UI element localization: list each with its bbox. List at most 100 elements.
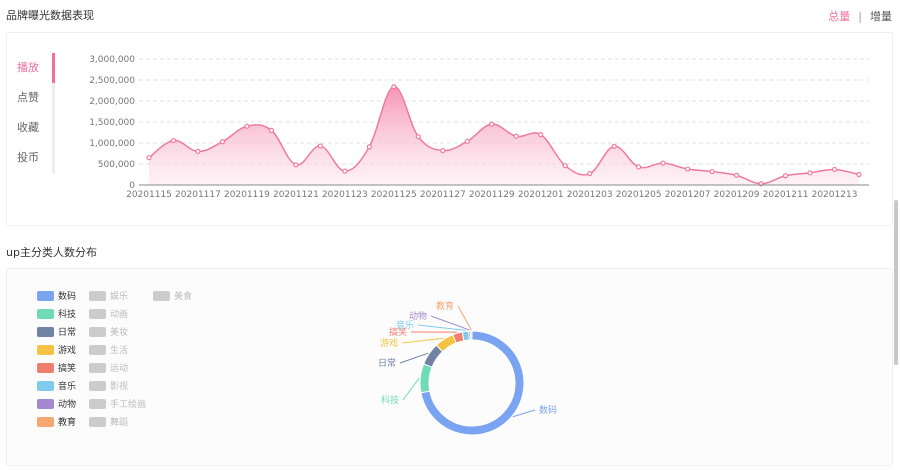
data-point [733, 172, 740, 178]
slice-label: 教育 [436, 300, 454, 312]
area-chart: 0 500,000 1,000,000 1,500,000 2,000,000 2,500… [89, 55, 869, 200]
tab-play[interactable]: 播放 [7, 53, 55, 83]
legend-item[interactable]: 美食 [153, 289, 192, 302]
x-tick-label: 20201117 [175, 190, 221, 200]
legend-item[interactable]: 动物 [37, 397, 76, 410]
legend-swatch [89, 398, 106, 409]
legend-item[interactable]: 生活 [89, 343, 128, 356]
toggle-total[interactable]: 总量 [828, 10, 851, 23]
data-point [685, 166, 691, 172]
data-point [782, 173, 789, 179]
y-tick-label: 3,000,000 [89, 55, 135, 65]
tab-like[interactable]: 点赞 [7, 83, 55, 113]
legend-swatch [89, 380, 106, 391]
slice-label: 搞笑 [389, 326, 407, 338]
data-point [244, 123, 250, 129]
legend-label: 教育 [58, 418, 77, 428]
legend-item[interactable]: 搞笑 [37, 361, 76, 374]
toggle-separator: | [858, 9, 862, 23]
data-point [293, 162, 299, 168]
exposure-chart-panel: 播放 点赞 收藏 投币 0 500,000 1,000,000 1,500,000 2,… [6, 32, 893, 226]
y-tick-label: 500,000 [98, 160, 135, 170]
legend-item[interactable]: 影视 [89, 379, 128, 392]
label-leader [402, 377, 420, 401]
slice-label: 日常 [378, 357, 396, 369]
legend-swatch [89, 308, 106, 319]
legend-item[interactable]: 动画 [89, 307, 128, 320]
x-tick-label: 20201123 [322, 190, 368, 200]
y-tick-label: 1,000,000 [89, 139, 135, 149]
data-point [170, 137, 177, 144]
data-point [440, 147, 446, 154]
legend-item[interactable]: 舞蹈 [89, 415, 128, 428]
data-point [513, 133, 519, 139]
y-tick-label: 0 [129, 181, 135, 191]
data-point [415, 134, 421, 140]
page-scrollbar[interactable] [894, 200, 898, 365]
donut-slice [419, 363, 433, 394]
data-point [587, 171, 593, 177]
data-point [562, 163, 568, 169]
x-tick-label: 20201115 [126, 190, 172, 200]
legend-swatch [37, 362, 54, 373]
legend-item[interactable]: 美妆 [89, 325, 128, 338]
donut-slice [461, 330, 470, 342]
legend-item[interactable]: 数码 [37, 289, 76, 302]
metric-tabs: 播放 点赞 收藏 投币 [7, 53, 55, 173]
legend-swatch [89, 326, 106, 337]
legend-item[interactable]: 教育 [37, 415, 76, 428]
legend-swatch [89, 362, 106, 373]
slice-label: 游戏 [380, 337, 398, 349]
legend-swatch [37, 290, 54, 301]
label-leader [399, 352, 429, 364]
legend-item[interactable]: 娱乐 [89, 289, 128, 302]
data-point [342, 168, 348, 174]
legend-swatch [37, 308, 54, 319]
x-tick-label: 20201121 [273, 190, 319, 200]
section-title-brand-exposure: 品牌曝光数据表现 [6, 9, 94, 22]
legend-label: 日常 [58, 328, 77, 338]
legend-item[interactable]: 音乐 [37, 379, 76, 392]
data-point [538, 131, 544, 138]
data-point [391, 84, 397, 90]
legend-label: 美妆 [110, 328, 129, 338]
slice-label: 科技 [381, 394, 399, 406]
legend-item[interactable]: 手工绘画 [89, 397, 146, 410]
legend-label: 音乐 [58, 382, 77, 392]
y-tick-label: 1,500,000 [89, 118, 135, 128]
legend-swatch [153, 290, 170, 301]
label-leader [457, 305, 472, 331]
legend-item[interactable]: 运动 [89, 361, 128, 374]
y-tick-label: 2,500,000 [89, 76, 135, 86]
x-axis: 20201115 20201117 20201119 20201121 20201123… [126, 190, 857, 200]
legend-swatch [37, 344, 54, 355]
x-tick-label: 20201119 [224, 190, 270, 200]
legend-label: 搞笑 [58, 364, 77, 374]
legend-item[interactable]: 日常 [37, 325, 76, 338]
data-point [807, 170, 813, 176]
legend-label: 影视 [110, 382, 129, 392]
label-leader [430, 315, 470, 331]
legend-label: 动物 [58, 400, 77, 410]
data-point [219, 139, 226, 145]
x-tick-label: 20201129 [469, 190, 515, 200]
x-tick-label: 20201205 [616, 190, 662, 200]
legend-swatch [89, 290, 106, 301]
legend-label: 科技 [58, 310, 77, 320]
data-points [146, 84, 862, 187]
data-point [831, 166, 838, 173]
tab-favorite[interactable]: 收藏 [7, 113, 55, 143]
data-point [195, 148, 201, 155]
data-point [489, 121, 495, 127]
x-tick-label: 20201201 [518, 190, 564, 200]
data-point [660, 160, 666, 166]
legend-item[interactable]: 游戏 [37, 343, 76, 356]
legend-item[interactable]: 科技 [37, 307, 76, 320]
label-leader [417, 324, 466, 331]
label-leader [401, 337, 444, 344]
tab-coin[interactable]: 投币 [7, 143, 55, 173]
donut-slices [419, 330, 525, 436]
toggle-incremental[interactable]: 增量 [870, 10, 892, 23]
